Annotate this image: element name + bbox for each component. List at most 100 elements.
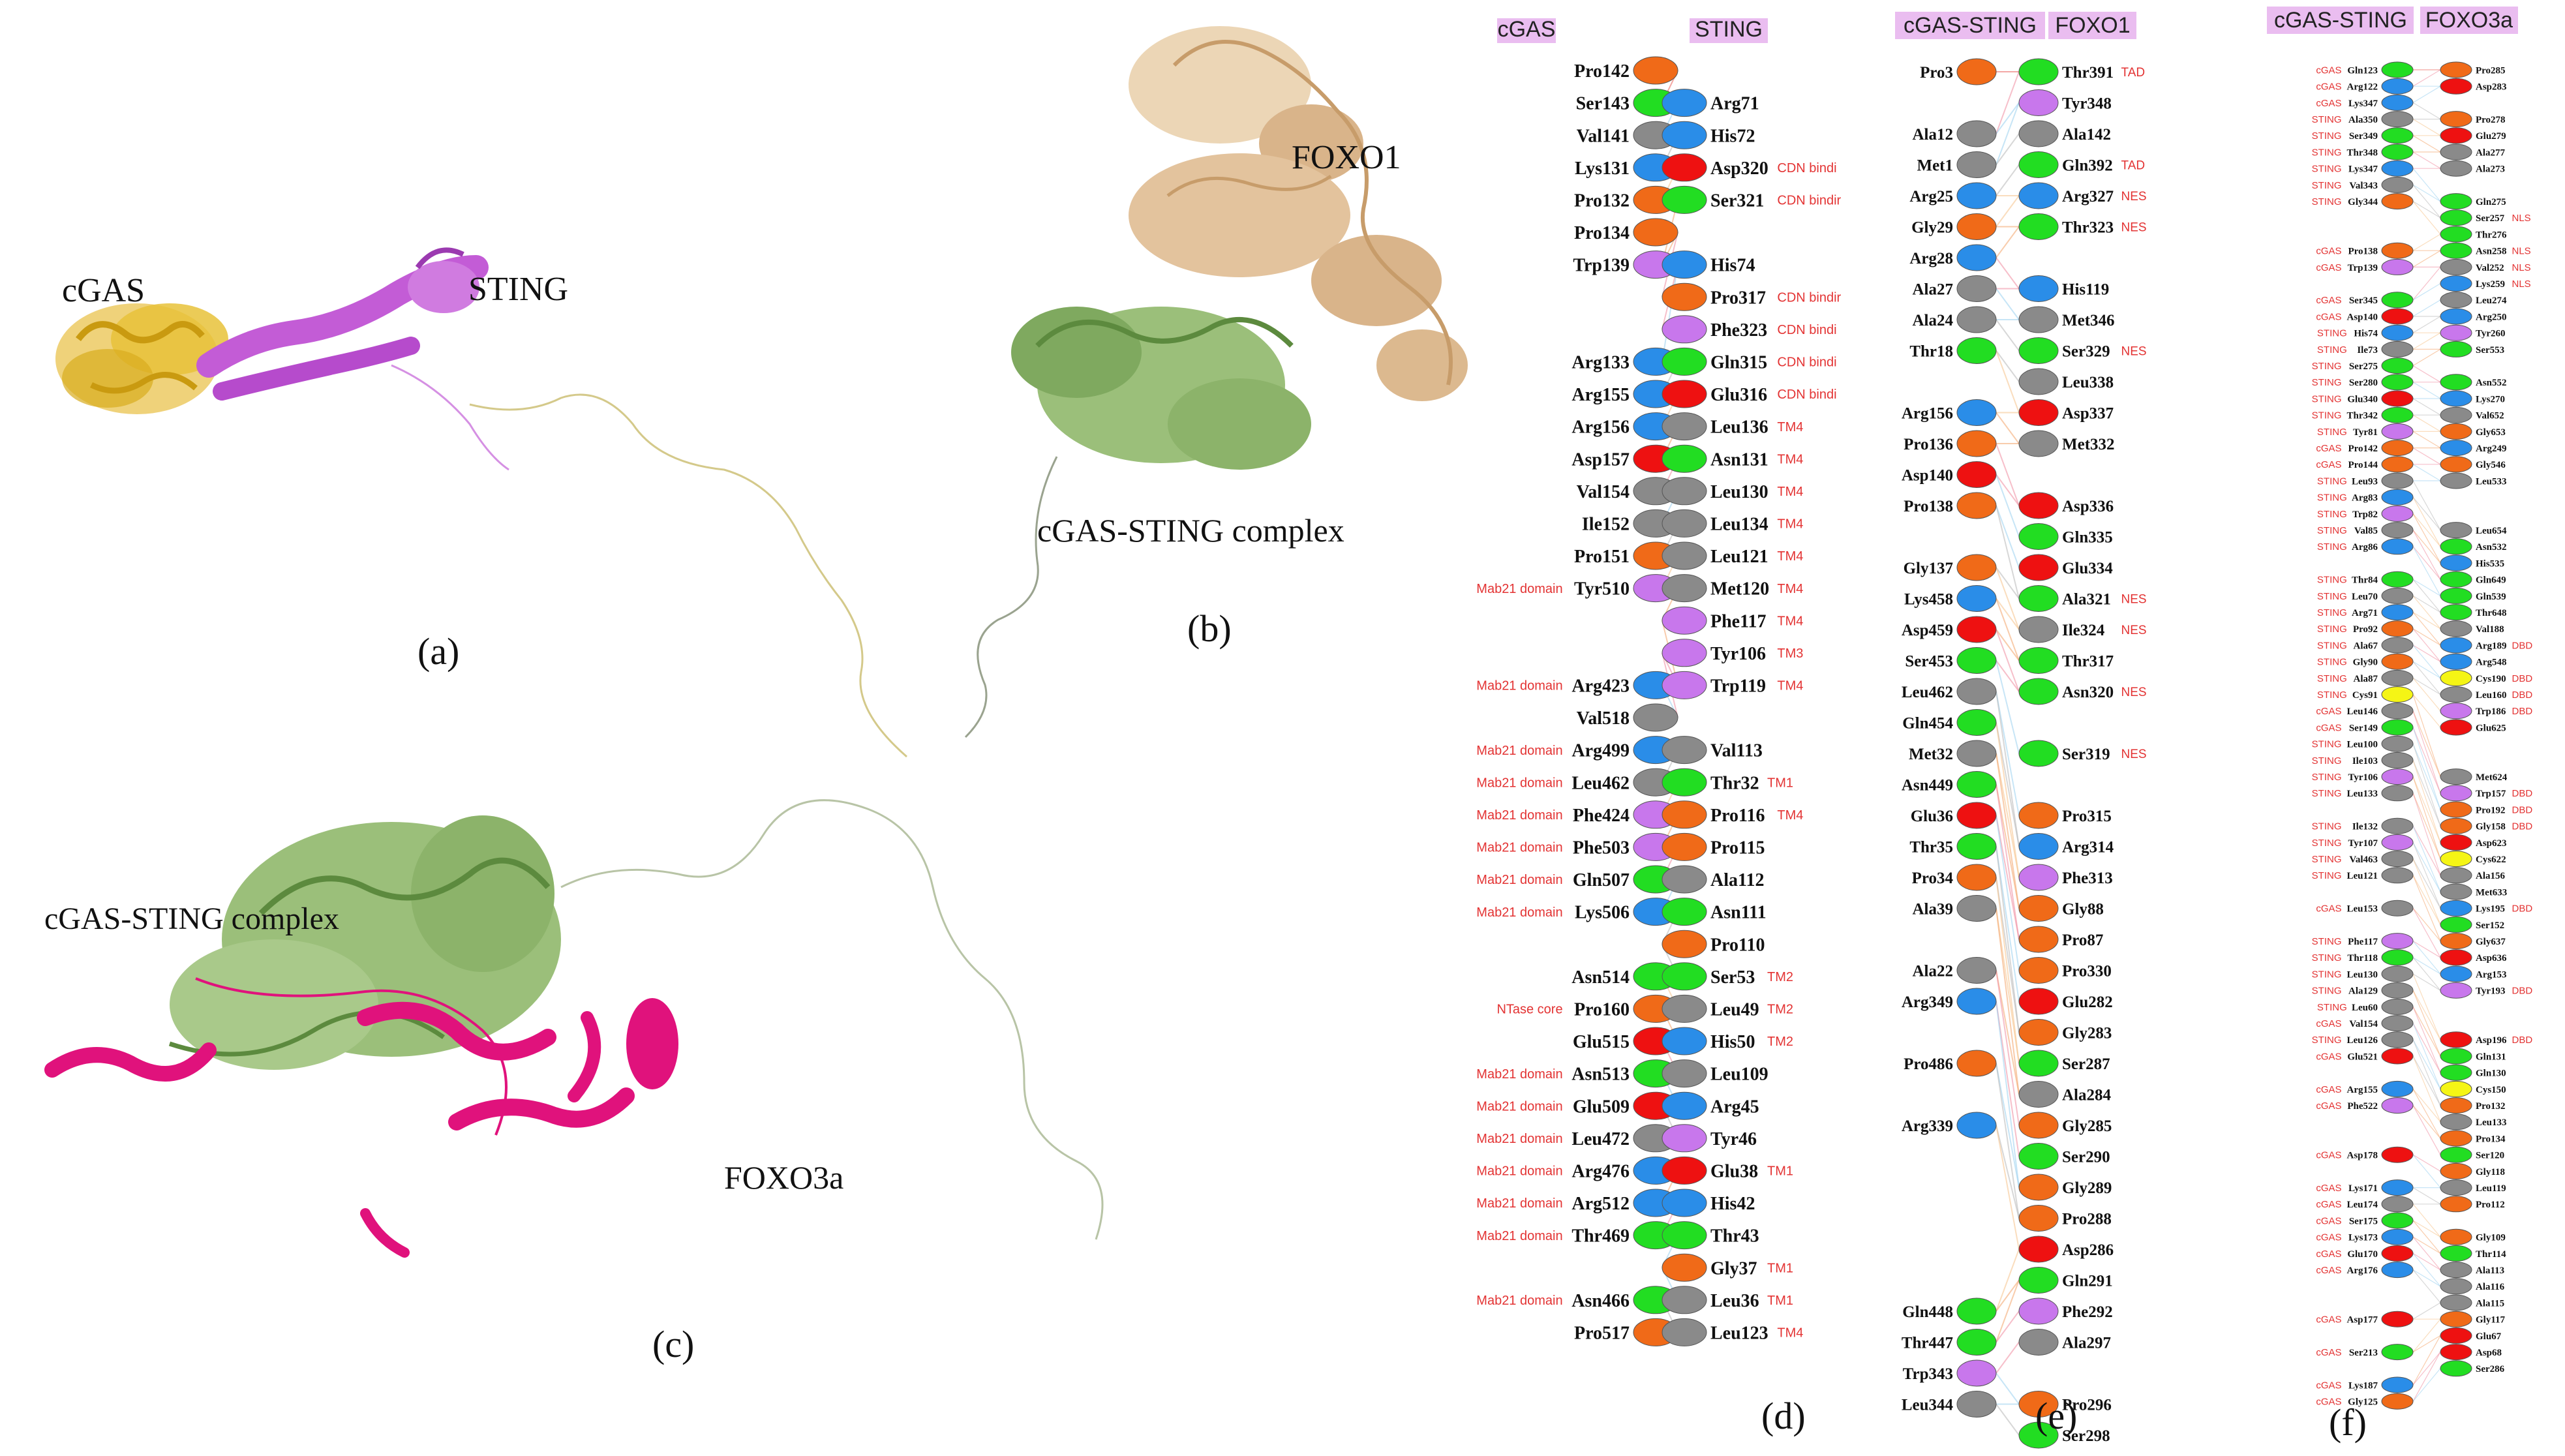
interaction-link xyxy=(2412,957,2441,991)
residue-annotation-left: Mab21 domain xyxy=(1476,582,1562,596)
residue-node-right xyxy=(2440,127,2472,144)
residue-node-right xyxy=(2440,456,2472,473)
residue-node-right xyxy=(2440,1080,2472,1097)
residue-label-left: Ala129 xyxy=(2348,986,2378,997)
residue-label-right: Gly158 xyxy=(2476,822,2506,832)
residue-annotation-left: cGAS xyxy=(2316,1084,2341,1095)
interaction-link xyxy=(2412,1007,2441,1057)
residue-label-left: Arg176 xyxy=(2347,1266,2378,1276)
residue-annotation-right: CDN bindi xyxy=(1777,323,1836,337)
residue-label-right: Leu130 xyxy=(1710,482,1768,502)
residue-label-right: Tyr106 xyxy=(1710,644,1766,664)
residue-node-right xyxy=(2440,1064,2472,1081)
residue-node-right xyxy=(2440,1278,2472,1295)
residue-node-left xyxy=(2381,1146,2414,1163)
residue-node-right xyxy=(1662,1253,1707,1282)
residue-label-right: Thr43 xyxy=(1710,1226,1759,1247)
residue-label-right: Arg314 xyxy=(2062,839,2114,857)
residue-label-right: Arg153 xyxy=(2476,969,2507,980)
residue-label-left: Tyr81 xyxy=(2353,427,2378,438)
residue-annotation-left: STING xyxy=(2312,114,2342,125)
residue-annotation-left: STING xyxy=(2317,525,2347,536)
residue-label-right: Thr391 xyxy=(2062,64,2114,82)
interaction-link xyxy=(2412,875,2441,941)
residue-annotation-left: cGAS xyxy=(2316,903,2341,915)
residue-node-right xyxy=(2440,440,2472,457)
complex-structure-b xyxy=(1011,307,1311,470)
residue-node-left xyxy=(2381,571,2414,588)
interaction-link xyxy=(1996,350,2020,382)
residue-label-right: Gln335 xyxy=(2062,529,2113,547)
residue-node-left xyxy=(1956,337,1997,364)
residue-node-left xyxy=(2381,587,2414,604)
residue-node-right xyxy=(2440,867,2472,884)
residue-label-right: Ser257 xyxy=(2476,213,2505,224)
interaction-link xyxy=(2412,1154,2441,1172)
residue-annotation-left: cGAS xyxy=(2316,1380,2341,1391)
residue-label-left: Arg86 xyxy=(2352,542,2378,553)
interaction-link xyxy=(2412,941,2441,958)
residue-label-right: Pro134 xyxy=(2476,1134,2506,1144)
residue-label-right: Gly37 xyxy=(1710,1258,1757,1279)
residue-node-right xyxy=(2440,1114,2472,1130)
residue-annotation-left: STING xyxy=(2312,164,2342,175)
residue-node-left xyxy=(2381,998,2414,1015)
residue-node-right xyxy=(2440,1228,2472,1245)
residue-label-right: Gly117 xyxy=(2476,1315,2506,1326)
interaction-link xyxy=(1996,226,2020,258)
residue-label-left: Gln448 xyxy=(1902,1303,1953,1321)
residue-node-right xyxy=(2018,1236,2059,1263)
residue-node-right xyxy=(1662,1059,1707,1088)
residue-annotation-left: STING xyxy=(2317,591,2347,602)
residue-node-right xyxy=(2018,647,2059,674)
residue-annotation-left: STING xyxy=(2312,936,2342,947)
residue-label-right: Gly109 xyxy=(2476,1233,2506,1243)
residue-label-left: Leu344 xyxy=(1902,1397,1954,1414)
residue-label-left: Gly344 xyxy=(2348,197,2378,207)
interaction-link xyxy=(1996,195,2020,228)
residue-node-right xyxy=(2440,324,2472,341)
residue-label-left: Phe522 xyxy=(2347,1101,2378,1112)
residue-node-left xyxy=(2381,669,2414,686)
residue-label-left: Leu121 xyxy=(2346,871,2378,881)
interaction-link xyxy=(2412,414,2441,432)
residue-annotation-right: TM4 xyxy=(1777,452,1803,466)
residue-label-left: Asp157 xyxy=(1571,449,1630,470)
residue-annotation-left: STING xyxy=(2312,788,2342,799)
interaction-link xyxy=(2412,530,2441,580)
residue-node-left xyxy=(2381,785,2414,802)
interaction-link xyxy=(2412,596,2441,629)
residue-node-left xyxy=(1956,1112,1997,1139)
residue-label-right: Asn320 xyxy=(2062,684,2114,701)
residue-node-right xyxy=(1662,768,1707,796)
residue-node-left xyxy=(1956,182,1997,209)
interaction-link xyxy=(1996,1125,2020,1250)
interaction-link xyxy=(2412,990,2441,1057)
residue-label-left: Gln454 xyxy=(1902,715,1953,733)
links-f xyxy=(2412,69,2441,1402)
residue-label-right: Asp68 xyxy=(2476,1348,2502,1358)
residue-annotation-right: TM4 xyxy=(1777,485,1803,499)
residue-label-right: Pro192 xyxy=(2476,805,2506,815)
residue-label-right: Leu119 xyxy=(2476,1183,2506,1194)
interaction-link xyxy=(2412,612,2441,646)
residue-annotation-right: TM4 xyxy=(1777,582,1803,596)
residue-annotation-left: STING xyxy=(2312,772,2342,783)
residue-label-left: Pro138 xyxy=(1904,498,1953,515)
residue-node-left xyxy=(2381,703,2414,720)
interaction-link xyxy=(1996,722,2020,847)
interaction-link xyxy=(1996,1403,2020,1436)
residue-label-left: Leu462 xyxy=(1902,684,1953,701)
residue-label-right: Ala273 xyxy=(2476,164,2505,175)
residue-annotation-left: Mab21 domain xyxy=(1476,808,1562,823)
residue-label-right: Arg189 xyxy=(2476,641,2507,651)
residue-node-left xyxy=(2381,308,2414,325)
interaction-link xyxy=(1662,264,1678,362)
residue-node-right xyxy=(2018,678,2059,705)
residue-node-left xyxy=(1956,244,1997,271)
interaction-link xyxy=(1996,598,2020,661)
interaction-link xyxy=(2412,710,2441,793)
interaction-link xyxy=(2412,513,2441,547)
residue-annotation-right: CDN bindi xyxy=(1777,356,1836,370)
interaction-link xyxy=(1996,846,2020,1033)
